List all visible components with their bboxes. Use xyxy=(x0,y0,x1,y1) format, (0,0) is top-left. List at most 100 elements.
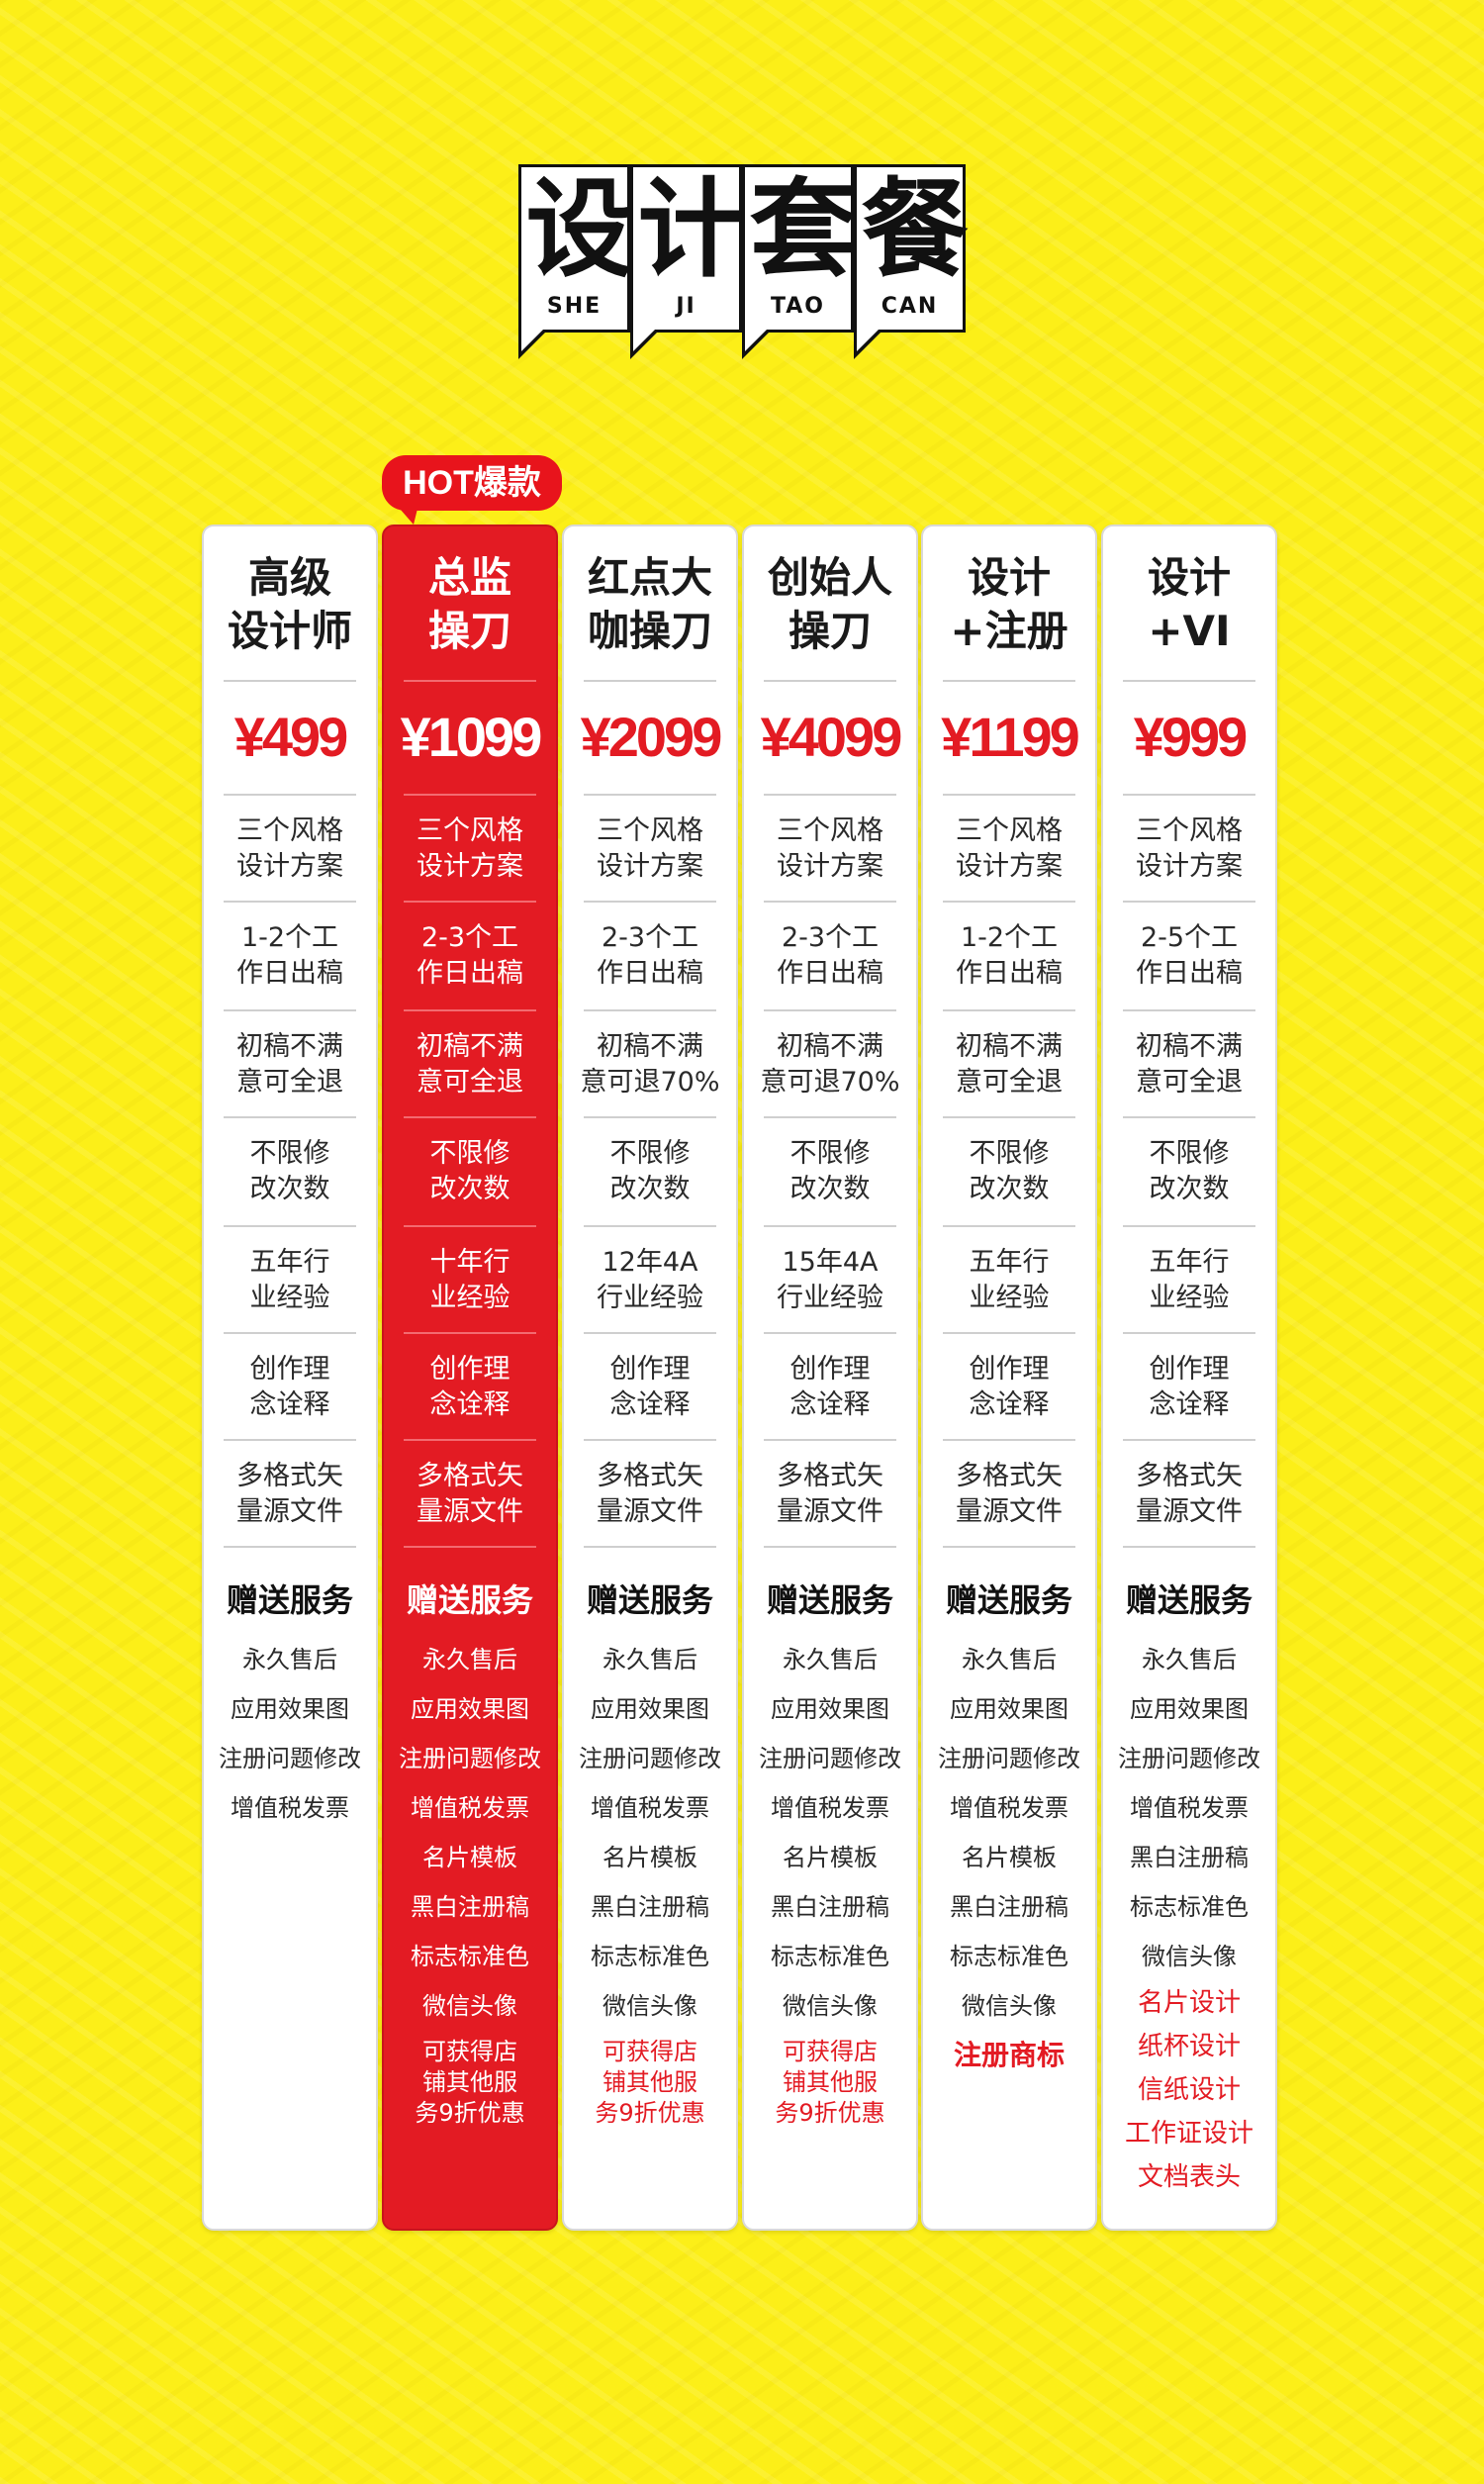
discount-note: 可获得店 铺其他服 务9折优惠 xyxy=(595,2038,705,2127)
plan-feature: 初稿不满 意可全退 xyxy=(417,1031,523,1098)
gift-item: 应用效果图 xyxy=(591,1695,709,1723)
discount-note: 可获得店 铺其他服 务9折优惠 xyxy=(415,2038,525,2127)
divider xyxy=(224,901,356,903)
plan-title: 总监 操刀 xyxy=(384,551,556,658)
header-box-1: 设 SHE xyxy=(518,164,633,359)
gift-heading: 赠送服务 xyxy=(1125,1581,1252,1619)
divider xyxy=(224,1225,356,1227)
divider xyxy=(404,1009,536,1011)
plan-price: ¥999 xyxy=(1133,706,1249,768)
plan-title-line: 红点大 xyxy=(587,553,712,602)
plan-feature: 创作理 念诠释 xyxy=(969,1354,1050,1420)
plan-price: ¥1199 xyxy=(941,706,1080,768)
divider xyxy=(764,901,896,903)
plan-feature: 不限修 改次数 xyxy=(969,1138,1050,1204)
gift-item-extra: 文档表头 xyxy=(1137,2162,1241,2192)
gift-item: 注册问题修改 xyxy=(579,1745,721,1772)
hot-badge: HOT爆款 xyxy=(382,455,562,525)
gift-item: 增值税发票 xyxy=(1130,1794,1249,1822)
gift-item: 注册问题修改 xyxy=(399,1745,541,1772)
header-char-1: 设 xyxy=(525,168,633,292)
divider xyxy=(584,1439,716,1441)
divider xyxy=(584,680,716,682)
gift-item: 增值税发票 xyxy=(771,1794,889,1822)
plan-feature: 多格式矢 量源文件 xyxy=(236,1461,343,1527)
divider xyxy=(943,1439,1075,1441)
gift-list: 永久售后 应用效果图 注册问题修改 增值税发票 黑白注册稿 标志标准色 微信头像 名片设计 纸杯… xyxy=(1103,1635,1275,2199)
plan-title-line: 设计 xyxy=(1147,553,1231,602)
divider xyxy=(943,680,1075,682)
divider xyxy=(764,794,896,796)
plan-title: 红点大 咖操刀 xyxy=(564,551,736,658)
gift-item: 黑白注册稿 xyxy=(411,1893,529,1921)
divider xyxy=(584,1332,716,1334)
divider xyxy=(584,901,716,903)
plan-feature: 多格式矢 量源文件 xyxy=(597,1461,703,1527)
pricing-column[interactable]: 创始人 操刀 ¥4099 三个风格 设计方案 2-3个工 作日出稿 初稿不满 意可退70%… xyxy=(742,525,918,2231)
divider xyxy=(404,1332,536,1334)
divider xyxy=(224,1439,356,1441)
header-pinyin-1: SHE xyxy=(546,294,603,319)
plan-feature: 不限修 改次数 xyxy=(249,1138,330,1204)
plan-feature: 不限修 改次数 xyxy=(1149,1138,1230,1204)
plan-feature: 五年行 业经验 xyxy=(969,1247,1050,1313)
header-box-4: 餐 CAN xyxy=(854,164,969,359)
divider xyxy=(764,1439,896,1441)
plan-feature: 创作理 念诠释 xyxy=(609,1354,691,1420)
gift-item: 注册问题修改 xyxy=(1118,1745,1260,1772)
plan-feature: 创作理 念诠释 xyxy=(789,1354,871,1420)
gift-item: 黑白注册稿 xyxy=(950,1893,1068,1921)
plan-title-line: 总监 xyxy=(427,553,511,602)
divider xyxy=(404,1116,536,1118)
plan-feature: 15年4A 行业经验 xyxy=(777,1247,883,1313)
divider xyxy=(764,1332,896,1334)
gift-item: 增值税发票 xyxy=(411,1794,529,1822)
plan-feature: 三个风格 设计方案 xyxy=(417,815,523,882)
gift-item: 名片模板 xyxy=(422,1844,517,1871)
pricing-column[interactable]: 设计 +VI ¥999 三个风格 设计方案 2-5个工 作日出稿 初稿不满 意可全退 不限修… xyxy=(1101,525,1277,2231)
pricing-column[interactable]: 高级 设计师 ¥499 三个风格 设计方案 1-2个工 作日出稿 初稿不满 意可全退 不限修… xyxy=(202,525,378,2231)
plan-feature: 不限修 改次数 xyxy=(429,1138,510,1204)
plan-feature: 三个风格 设计方案 xyxy=(597,815,703,882)
divider xyxy=(1123,680,1255,682)
plan-feature: 多格式矢 量源文件 xyxy=(1136,1461,1243,1527)
gift-item-highlight: 注册商标 xyxy=(953,2039,1065,2071)
plan-feature: 2-5个工 作日出稿 xyxy=(1136,922,1243,989)
plan-feature: 初稿不满 意可全退 xyxy=(1136,1031,1243,1098)
plan-title: 高级 设计师 xyxy=(204,551,376,658)
gift-item: 微信头像 xyxy=(783,1992,878,2020)
pricing-column[interactable]: 总监 操刀 ¥1099 三个风格 设计方案 2-3个工 作日出稿 初稿不满 意可全退 不限修… xyxy=(382,525,558,2231)
gift-list: 永久售后 应用效果图 注册问题修改 增值税发票 名片模板 黑白注册稿 标志标准色 微信头像 可获… xyxy=(744,1635,916,2129)
divider xyxy=(584,794,716,796)
divider xyxy=(404,1439,536,1441)
gift-item: 标志标准色 xyxy=(1130,1893,1249,1921)
plan-feature: 创作理 念诠释 xyxy=(429,1354,510,1420)
gift-item: 微信头像 xyxy=(603,1992,697,2020)
divider xyxy=(943,901,1075,903)
header-pinyin-4: CAN xyxy=(881,294,939,319)
gift-item: 名片模板 xyxy=(962,1844,1057,1871)
divider xyxy=(1123,1439,1255,1441)
pricing-column[interactable]: 设计 +注册 ¥1199 三个风格 设计方案 1-2个工 作日出稿 初稿不满 意可全退 不限… xyxy=(921,525,1097,2231)
gift-item: 黑白注册稿 xyxy=(591,1893,709,1921)
gift-item: 永久售后 xyxy=(783,1646,878,1673)
plan-feature: 三个风格 设计方案 xyxy=(956,815,1063,882)
divider xyxy=(943,1116,1075,1118)
gift-item: 注册问题修改 xyxy=(938,1745,1080,1772)
gift-item: 应用效果图 xyxy=(771,1695,889,1723)
divider xyxy=(764,1546,896,1548)
divider xyxy=(584,1009,716,1011)
divider xyxy=(404,680,536,682)
header-pinyin-3: TAO xyxy=(770,294,826,319)
divider xyxy=(764,1225,896,1227)
gift-item-extra: 工作证设计 xyxy=(1124,2119,1253,2149)
gift-list: 永久售后 应用效果图 注册问题修改 增值税发票 名片模板 黑白注册稿 标志标准色 微信头像 注册… xyxy=(923,1635,1095,2080)
gift-item: 应用效果图 xyxy=(1130,1695,1249,1723)
divider xyxy=(1123,1009,1255,1011)
gift-heading: 赠送服务 xyxy=(226,1581,353,1619)
gift-item: 名片模板 xyxy=(603,1844,697,1871)
plan-title-line: 设计 xyxy=(967,553,1051,602)
header-char-2: 计 xyxy=(637,168,745,292)
pricing-column[interactable]: 红点大 咖操刀 ¥2099 三个风格 设计方案 2-3个工 作日出稿 初稿不满 意可退70… xyxy=(562,525,738,2231)
divider xyxy=(224,1546,356,1548)
